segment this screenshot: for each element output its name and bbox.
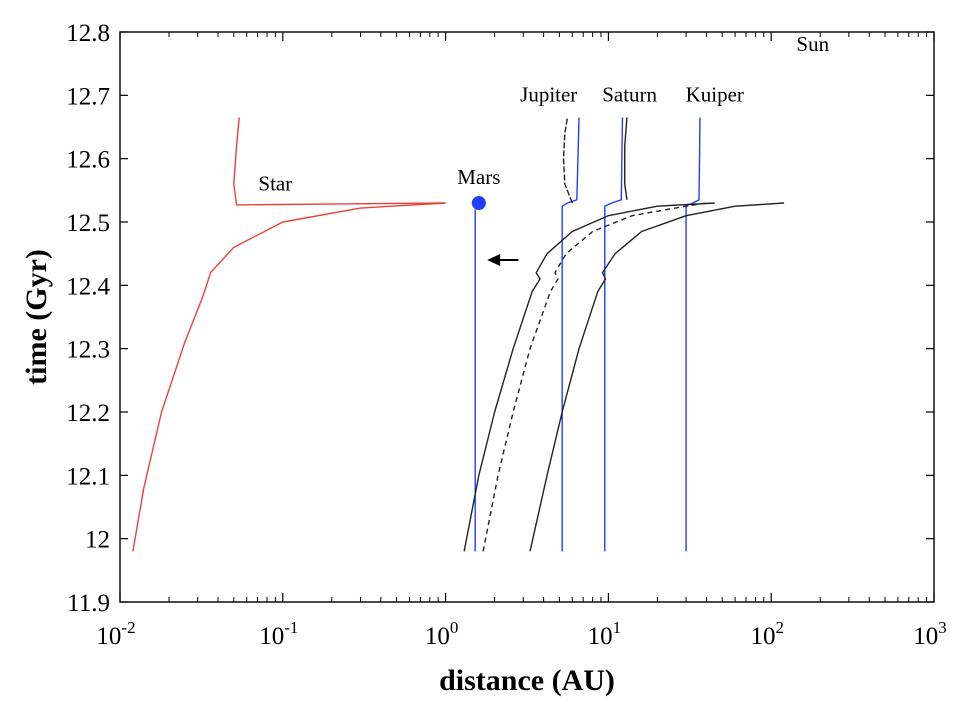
x-tick-exponent: 1	[613, 618, 622, 637]
mars-marker	[471, 196, 486, 210]
annotation-sun: Sun	[796, 32, 829, 56]
series-star-after-encounter	[233, 117, 446, 206]
annotation-star: Star	[258, 171, 292, 195]
x-tick-exponent: 3	[938, 618, 947, 637]
y-tick-label: 12.7	[66, 83, 110, 110]
x-tick-label: 10-2	[96, 618, 135, 650]
annotations-layer: Sun Jupiter Saturn Kuiper Star Mars	[258, 32, 830, 266]
y-axis-label: time (Gyr)	[20, 249, 53, 385]
arrow-head	[487, 254, 501, 266]
series-sun-track-outer	[529, 202, 785, 552]
y-tick-label: 12.5	[66, 210, 110, 237]
x-axis-label: distance (AU)	[439, 664, 615, 697]
x-tick-exponent: -2	[121, 618, 135, 637]
series-saturn	[604, 117, 624, 552]
x-tick-label: 101	[588, 618, 622, 650]
series-star	[132, 202, 446, 552]
y-tick-label: 11.9	[67, 590, 110, 617]
y-tick-label: 12.6	[66, 147, 110, 174]
x-tick-base: 10	[913, 623, 938, 650]
y-tick-label: 12.2	[66, 400, 110, 427]
x-tick-base: 10	[425, 623, 450, 650]
series-sun-track-dashed	[482, 202, 707, 552]
x-tick-base: 10	[259, 623, 284, 650]
plot-area	[119, 31, 935, 603]
x-tick-label: 10-1	[259, 618, 298, 650]
y-tick-label: 12.8	[66, 20, 110, 47]
x-tick-base: 10	[96, 623, 121, 650]
y-tick-label: 12.4	[66, 273, 110, 300]
series-sun-track-inner	[463, 202, 715, 552]
ticks-layer: 11.91212.112.212.312.412.512.612.712.810…	[66, 20, 947, 650]
x-tick-label: 103	[913, 618, 947, 650]
annotation-kuiper: Kuiper	[686, 83, 744, 107]
x-tick-base: 10	[750, 623, 775, 650]
y-tick-label: 12.3	[66, 337, 110, 364]
series-jupiter-region-curl	[562, 117, 573, 204]
annotation-saturn: Saturn	[602, 83, 657, 107]
x-tick-label: 100	[425, 618, 459, 650]
x-tick-exponent: 0	[450, 618, 459, 637]
series-saturn-region-curl	[624, 117, 628, 200]
x-tick-base: 10	[588, 623, 613, 650]
y-tick-label: 12	[85, 527, 110, 554]
series-layer	[132, 117, 785, 552]
annotation-mars: Mars	[457, 165, 500, 189]
y-tick-label: 12.1	[66, 463, 110, 490]
series-kuiper	[685, 117, 701, 552]
x-tick-exponent: 2	[775, 618, 784, 637]
x-tick-label: 102	[750, 618, 784, 650]
annotation-jupiter: Jupiter	[520, 83, 577, 107]
x-tick-exponent: -1	[284, 618, 298, 637]
